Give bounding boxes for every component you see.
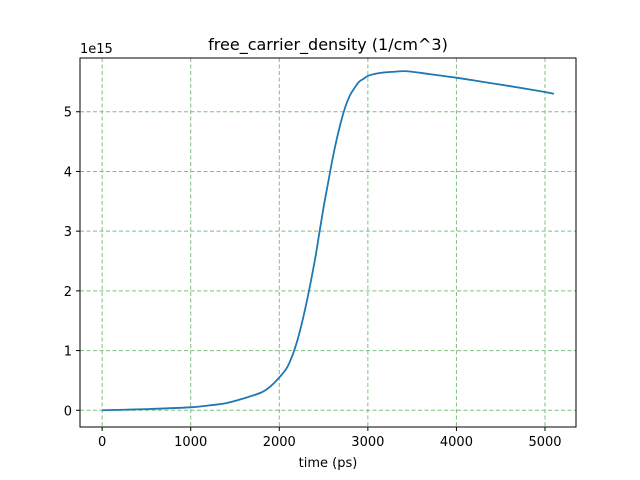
y-tick-label: 2 (64, 285, 72, 300)
y-tick-label: 3 (64, 225, 72, 240)
x-tick-label: 1000 (174, 435, 207, 450)
x-tick-label: 5000 (528, 435, 561, 450)
x-tick-label: 4000 (440, 435, 473, 450)
grid (80, 58, 576, 427)
y-tick-label: 0 (64, 404, 72, 419)
y-axis-ticks: 0 1 2 3 4 5 (64, 106, 80, 419)
series-layer (102, 70, 555, 412)
x-axis-label: time (ps) (299, 456, 358, 471)
y-tick-label: 4 (64, 165, 72, 180)
x-axis-ticks: 0 1000 2000 3000 4000 5000 (98, 427, 562, 450)
y-tick-label: 1 (64, 345, 72, 360)
series-line (102, 70, 555, 412)
y-tick-label: 5 (64, 106, 72, 121)
chart-title: free_carrier_density (1/cm^3) (208, 35, 448, 55)
x-tick-label: 3000 (351, 435, 384, 450)
plot-frame (79, 57, 577, 428)
y-axis-offset-label: 1e15 (80, 42, 113, 57)
x-tick-label: 0 (98, 435, 106, 450)
x-tick-label: 2000 (263, 435, 296, 450)
